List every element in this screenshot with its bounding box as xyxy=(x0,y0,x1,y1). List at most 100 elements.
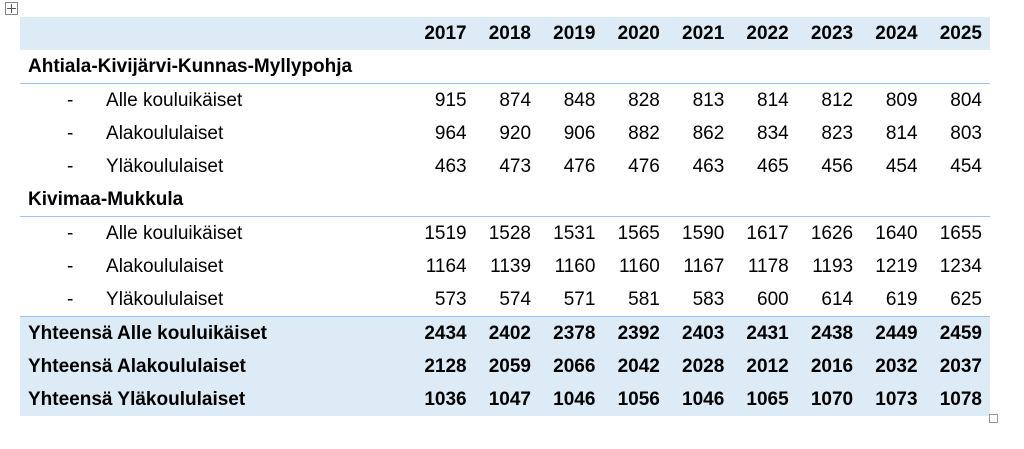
group-row: Kivimaa-Mukkula xyxy=(20,183,990,217)
total-value: 2066 xyxy=(539,350,604,383)
year-header: 2023 xyxy=(796,17,862,50)
value-cell: 920 xyxy=(499,122,532,144)
value-cell: 828 xyxy=(628,89,660,111)
value-cell: 1219 xyxy=(875,255,918,277)
total-value: 2012 xyxy=(732,350,797,383)
row-label: Alle kouluikäiset xyxy=(106,89,243,111)
total-value: 2059 xyxy=(474,350,540,383)
group-row: Ahtiala-Kivijärvi-Kunnas-Myllypohja xyxy=(20,50,990,84)
value-cell: 1617 xyxy=(746,222,789,244)
year-header: 2024 xyxy=(861,17,926,50)
value-cell: 1519 xyxy=(424,222,467,244)
value-cell: 809 xyxy=(885,89,918,111)
data-row: - Alakoululaiset 1164 1139 1160 1160 1167 1178 1… xyxy=(20,250,990,283)
total-value: 2438 xyxy=(796,316,862,350)
value-cell: 1193 xyxy=(812,255,854,277)
value-cell: 874 xyxy=(499,89,532,111)
total-value: 2037 xyxy=(925,350,990,383)
total-label: Yhteensä Alle kouluikäiset xyxy=(20,316,411,350)
value-cell: 454 xyxy=(950,155,982,177)
value-cell: 465 xyxy=(757,155,789,177)
value-cell: 454 xyxy=(885,155,918,177)
value-cell: 906 xyxy=(563,122,596,144)
total-value: 2459 xyxy=(925,316,990,350)
total-row: Yhteensä Alle kouluikäiset 2434 2402 2378 23… xyxy=(20,316,990,350)
value-cell: 573 xyxy=(434,288,467,310)
value-cell: 476 xyxy=(563,155,596,177)
row-marker: - xyxy=(67,155,74,177)
value-cell: 834 xyxy=(757,122,789,144)
value-cell: 619 xyxy=(885,288,918,310)
year-header: 2018 xyxy=(474,17,540,50)
total-value: 2392 xyxy=(603,316,668,350)
total-value: 2032 xyxy=(861,350,926,383)
year-header: 2025 xyxy=(925,17,990,50)
total-value: 1046 xyxy=(539,383,604,416)
value-cell: 915 xyxy=(434,89,467,111)
total-value: 1070 xyxy=(796,383,862,416)
data-table: 2017 2018 2019 2020 2021 2022 2023 2024 2025 Ahti… xyxy=(20,17,990,416)
year-header: 2022 xyxy=(732,17,797,50)
value-cell: 473 xyxy=(499,155,532,177)
total-value: 2128 xyxy=(410,350,475,383)
row-label: Alle kouluikäiset xyxy=(106,222,243,244)
group-title: Ahtiala-Kivijärvi-Kunnas-Myllypohja xyxy=(20,50,990,84)
total-value: 1056 xyxy=(603,383,668,416)
value-cell: 583 xyxy=(692,288,725,310)
table-move-handle[interactable] xyxy=(5,2,18,15)
value-cell: 803 xyxy=(950,122,982,144)
total-value: 1078 xyxy=(925,383,990,416)
value-cell: 625 xyxy=(950,288,982,310)
value-cell: 848 xyxy=(563,89,596,111)
table-resize-handle[interactable] xyxy=(989,414,998,423)
data-row: - Yläkoululaiset 463 473 476 476 463 465 456 454 4… xyxy=(20,150,990,183)
total-label: Yhteensä Yläkoululaiset xyxy=(20,383,411,416)
group-title: Kivimaa-Mukkula xyxy=(20,183,990,217)
value-cell: 574 xyxy=(499,288,532,310)
value-cell: 804 xyxy=(950,89,982,111)
total-value: 2403 xyxy=(667,316,733,350)
value-cell: 1655 xyxy=(939,222,982,244)
row-label: Alakoululaiset xyxy=(106,255,224,277)
row-label: Alakoululaiset xyxy=(106,122,224,144)
total-value: 2378 xyxy=(539,316,604,350)
data-row: - Alle kouluikäiset 915 874 848 828 813 814 812 8… xyxy=(20,84,990,118)
value-cell: 614 xyxy=(821,288,854,310)
value-cell: 1640 xyxy=(875,222,918,244)
header-cell xyxy=(20,17,411,50)
total-label: Yhteensä Alakoululaiset xyxy=(20,350,411,383)
row-marker: - xyxy=(67,222,74,244)
value-cell: 571 xyxy=(563,288,596,310)
value-cell: 476 xyxy=(628,155,660,177)
value-cell: 882 xyxy=(628,122,660,144)
table-body: 2017 2018 2019 2020 2021 2022 2023 2024 2025 Ahti… xyxy=(20,17,990,416)
value-cell: 1139 xyxy=(490,255,532,277)
value-cell: 1234 xyxy=(939,255,982,277)
total-row: Yhteensä Yläkoululaiset 1036 1047 1046 1056 1… xyxy=(20,383,990,416)
data-row: - Yläkoululaiset 573 574 571 581 583 600 614 619 6… xyxy=(20,283,990,317)
value-cell: 456 xyxy=(821,155,854,177)
row-label: Yläkoululaiset xyxy=(106,288,224,310)
total-value: 1065 xyxy=(732,383,797,416)
value-cell: 1160 xyxy=(619,255,660,277)
value-cell: 964 xyxy=(434,122,467,144)
total-value: 2431 xyxy=(732,316,797,350)
value-cell: 600 xyxy=(757,288,789,310)
header-row: 2017 2018 2019 2020 2021 2022 2023 2024 2025 xyxy=(20,17,990,50)
value-cell: 813 xyxy=(692,89,725,111)
data-row: - Alakoululaiset 964 920 906 882 862 834 823 814 8… xyxy=(20,117,990,150)
year-header: 2019 xyxy=(539,17,604,50)
row-marker: - xyxy=(67,255,74,277)
data-row: - Alle kouluikäiset 1519 1528 1531 1565 1590 16… xyxy=(20,217,990,251)
value-cell: 1626 xyxy=(810,222,854,244)
total-value: 2434 xyxy=(410,316,475,350)
total-value: 2042 xyxy=(603,350,668,383)
row-label: Yläkoululaiset xyxy=(106,155,224,177)
total-value: 2402 xyxy=(474,316,540,350)
total-value: 1047 xyxy=(474,383,540,416)
value-cell: 862 xyxy=(692,122,725,144)
value-cell: 1178 xyxy=(747,255,789,277)
row-marker: - xyxy=(67,122,74,144)
total-value: 1073 xyxy=(861,383,926,416)
